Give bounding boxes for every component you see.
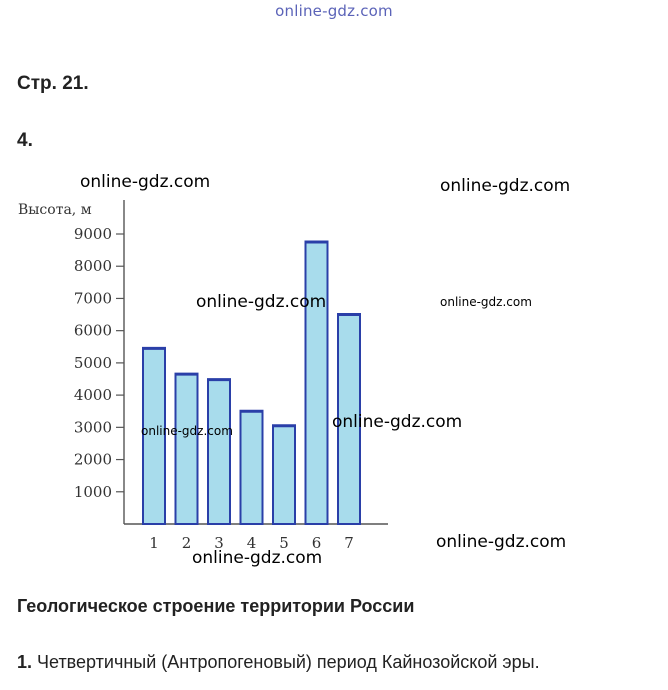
- watermark-7: online-gdz.com: [436, 532, 567, 552]
- y-tick-label: 5000: [74, 354, 112, 372]
- x-category-label: 4: [247, 534, 257, 552]
- x-category-label: 5: [279, 534, 289, 552]
- bar-5: [272, 424, 296, 526]
- x-category-label: 2: [182, 534, 192, 552]
- page-title: Стр. 21.: [17, 73, 89, 94]
- answer-number: 1.: [17, 652, 33, 672]
- watermark-1: online-gdz.com: [80, 172, 211, 192]
- bar-4: [239, 410, 264, 526]
- y-tick-label: 4000: [74, 386, 112, 404]
- y-tick-label: 3000: [74, 418, 112, 436]
- task-number: 4.: [17, 130, 33, 151]
- watermark-8: online-gdz.com: [192, 548, 323, 568]
- bar-3: [207, 378, 231, 525]
- watermark-top: online-gdz.com: [275, 2, 393, 20]
- chart-bars: [142, 240, 361, 526]
- x-category-label: 6: [312, 534, 322, 552]
- x-axis-categories: 1 2 3 4 5 6 7: [149, 534, 354, 552]
- bar-6: [304, 241, 329, 526]
- x-category-label: 7: [344, 534, 354, 552]
- y-tick-label: 9000: [74, 225, 112, 243]
- y-tick-label: 7000: [74, 289, 112, 307]
- answer-text: Четвертичный (Антропогеновый) период Кай…: [37, 652, 540, 672]
- watermark-6: online-gdz.com: [332, 412, 463, 432]
- watermark-3: online-gdz.com: [196, 292, 327, 312]
- y-tick-label: 8000: [74, 257, 112, 275]
- x-category-label: 1: [149, 534, 159, 552]
- answer-line: 1. Четвертичный (Антропогеновый) период …: [17, 652, 540, 673]
- y-tick-label: 2000: [74, 451, 112, 469]
- y-axis-ticks: 1000 2000 3000 4000 5000 6000 7000 8000 9000: [74, 225, 124, 501]
- watermark-4: online-gdz.com: [440, 295, 532, 309]
- y-tick-label: 1000: [74, 483, 112, 501]
- watermark-5: online-gdz.com: [141, 424, 233, 438]
- section-heading: Геологическое строение территории России: [17, 596, 415, 616]
- watermark-2: online-gdz.com: [440, 176, 571, 196]
- bar-2: [174, 373, 199, 525]
- y-tick-label: 6000: [74, 322, 112, 340]
- y-axis-label: Высота, м: [18, 202, 92, 218]
- x-category-label: 3: [214, 534, 224, 552]
